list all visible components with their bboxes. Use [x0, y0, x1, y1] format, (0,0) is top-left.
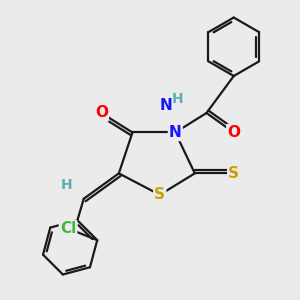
Text: N: N: [159, 98, 172, 113]
Text: H: H: [172, 92, 183, 106]
Text: O: O: [227, 125, 240, 140]
Text: Cl: Cl: [60, 221, 76, 236]
Text: O: O: [95, 106, 108, 121]
Text: S: S: [154, 187, 165, 202]
Text: S: S: [228, 166, 239, 181]
Text: H: H: [60, 178, 72, 192]
Text: N: N: [169, 125, 182, 140]
